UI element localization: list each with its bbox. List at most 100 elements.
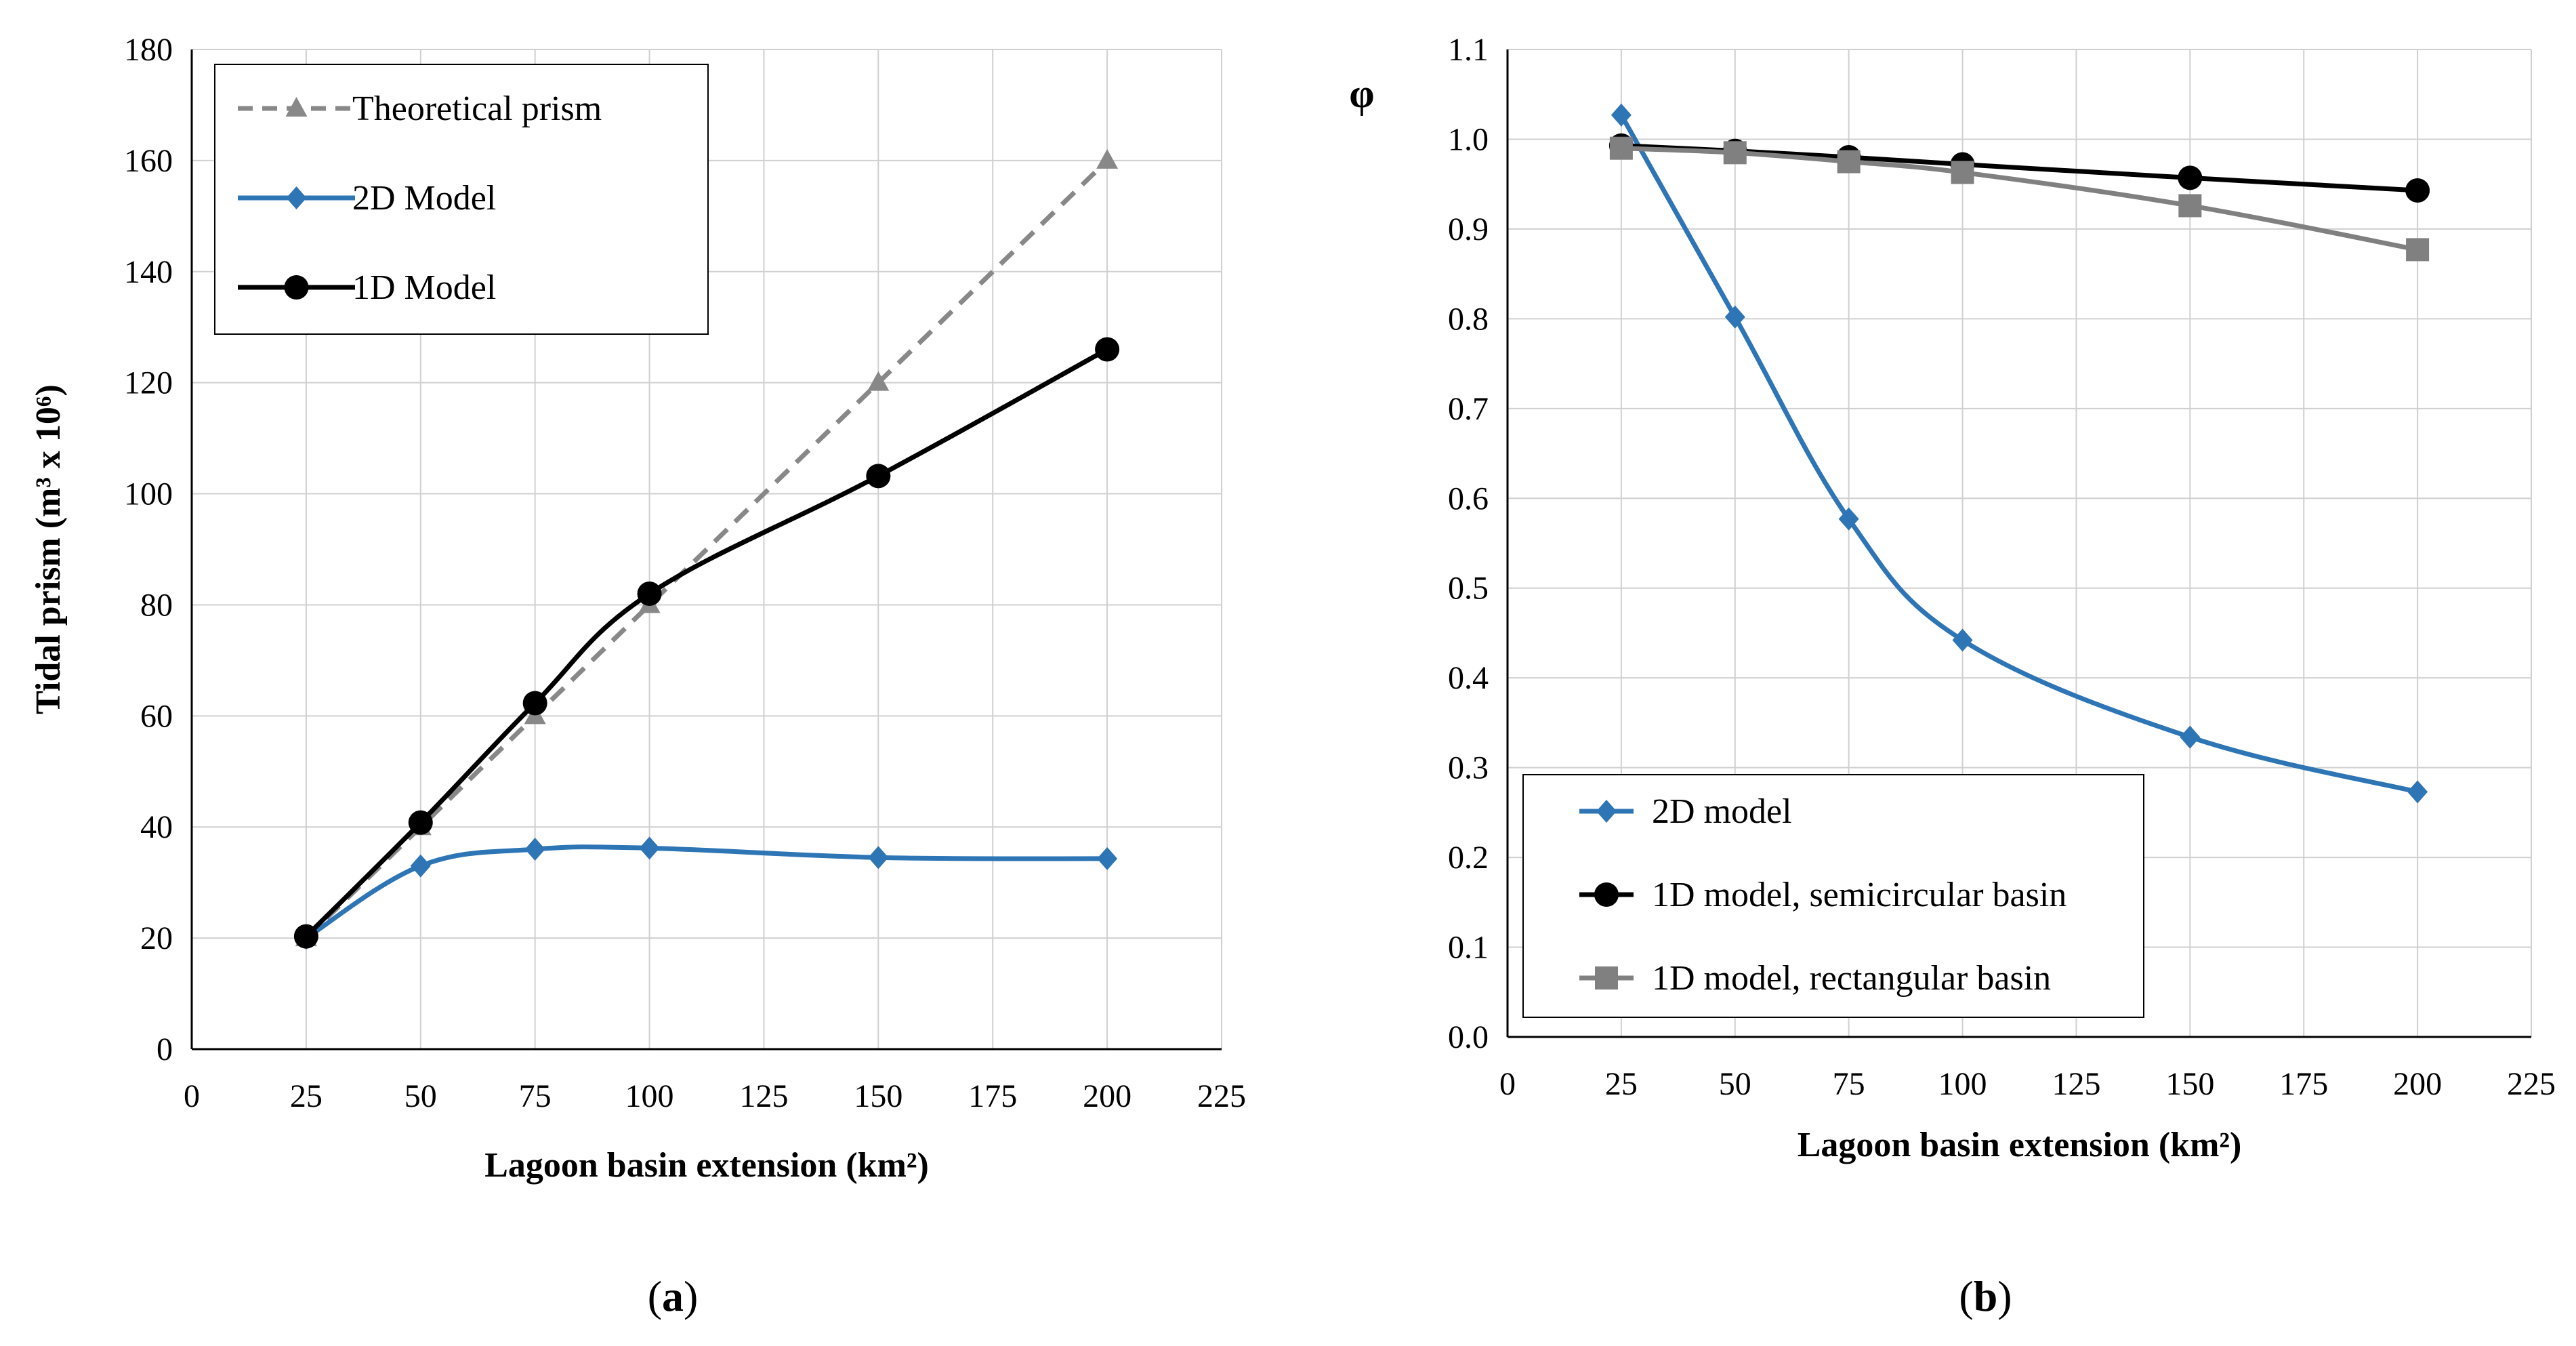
x-tick-label: 75 [1833,1066,1865,1102]
legend-entry: 2D model [1579,792,1792,831]
data-point [1952,628,1973,652]
legend-marker [1594,882,1619,907]
x-tick-label: 50 [404,1078,437,1114]
chart-panel-a: 0 25 50 75 100 125 150 175 200 225 0 20 40 60 80 100 120… [29,32,1246,1320]
legend-entry: 2D Model [238,179,496,218]
data-point [1096,148,1119,169]
x-tick-label: 0 [1499,1066,1516,1102]
chart-panel-b: 0 25 50 75 100 125 150 175 200 225 0.0 0.1 0.2 0.3 0.4… [1349,32,2556,1320]
data-point [2178,194,2202,218]
legend-label: 2D Model [352,179,496,218]
data-point [2406,238,2430,262]
data-point [1609,136,1633,160]
data-point [1724,305,1745,329]
data-point [1723,141,1747,165]
x-tick-label: 200 [2393,1066,2442,1102]
legend-entry: Theoretical prism [238,89,602,128]
legend-marker [286,186,307,209]
y-tick-label: 0.4 [1448,660,1489,696]
y-axis-title: φ [1349,71,1374,116]
data-point [524,838,545,861]
x-tick-label: 100 [1938,1066,1987,1102]
x-tick-label: 150 [854,1078,902,1114]
y-tick-label: 40 [140,809,173,845]
data-point [410,854,431,878]
legend-label: 1D model, semicircular basin [1652,876,2066,914]
x-tick-label: 0 [184,1078,200,1114]
x-tick-label: 25 [1605,1066,1638,1102]
x-tick-label: 225 [1197,1078,1246,1114]
data-point [293,924,318,949]
y-tick-label: 80 [140,587,173,623]
x-axis-title: Lagoon basin extension (km²) [1798,1126,2242,1164]
y-tick-label: 0.5 [1448,571,1489,607]
data-point [639,836,660,860]
legend-label: 2D model [1652,792,1792,831]
series-2d-model [1611,103,2428,804]
y-tick-label: 0.8 [1448,301,1489,337]
y-tick-label: 1.0 [1448,121,1489,157]
x-tick-label: 25 [290,1078,323,1114]
data-point [1611,103,1632,127]
x-tick-label: 125 [739,1078,788,1114]
y-tick-label: 1.1 [1448,32,1489,68]
x-tick-label: 175 [2279,1066,2328,1102]
series-1d-model-rectangular-basin [1609,136,2430,262]
x-tick-label: 100 [625,1078,674,1114]
data-point [1097,847,1118,870]
y-tick-label: 0.0 [1448,1019,1489,1055]
data-point [1837,150,1861,174]
data-point [408,810,433,835]
y-tick-label: 60 [140,698,173,734]
data-point [868,846,889,870]
data-point [1095,337,1120,362]
panel-label-letter: a [662,1272,684,1320]
y-tick-label: 120 [124,365,173,401]
data-point [522,691,547,716]
data-point [1951,161,1974,184]
data-point [867,371,890,391]
x-axis-title: Lagoon basin extension (km²) [484,1146,929,1185]
series-1d-model [293,337,1120,949]
panel-label: (b) [1959,1272,2012,1320]
y-tick-label: 100 [124,476,173,512]
data-point [866,464,891,489]
legend-marker [1596,800,1617,823]
y-tick-label: 160 [124,143,173,179]
x-tick-label: 200 [1083,1078,1131,1114]
y-axis-title: Tidal prism (m³ x 10⁶) [29,384,68,714]
data-point [637,582,662,607]
legend-label: 1D model, rectangular basin [1652,959,2051,998]
panel-label: (a) [648,1272,699,1320]
legend: Theoretical prism 2D Model 1D Model [214,64,709,335]
series-2d-model [295,836,1118,950]
data-point [1838,507,1859,531]
x-tick-label: 125 [2052,1066,2100,1102]
x-tick-label: 225 [2507,1066,2556,1102]
data-point [2407,780,2428,804]
y-tick-label: 0 [157,1032,173,1067]
x-tick-label: 75 [519,1078,552,1114]
y-tick-label: 0.7 [1448,391,1489,427]
y-tick-label: 0.3 [1448,750,1489,786]
x-tick-label: 50 [1719,1066,1751,1102]
legend: 2D model 1D model, semicircular basin 1D m… [1522,774,2144,1018]
legend-entry: 1D model, rectangular basin [1579,959,2051,998]
y-tick-label: 0.9 [1448,211,1489,247]
x-tick-label: 175 [968,1078,1017,1114]
y-tick-label: 140 [124,254,173,290]
legend-label: Theoretical prism [352,89,602,128]
legend-entry: 1D Model [238,268,496,307]
data-point [2405,178,2430,203]
y-tick-label: 180 [124,32,173,68]
legend-marker [284,275,309,300]
y-tick-label: 20 [140,920,173,956]
data-point [2180,725,2201,749]
legend-marker [285,97,308,117]
panel-label-letter: b [1974,1272,1998,1320]
y-tick-label: 0.2 [1448,840,1489,876]
y-tick-label: 0.1 [1448,930,1489,966]
data-point [2178,165,2203,190]
legend-marker [1595,966,1618,990]
